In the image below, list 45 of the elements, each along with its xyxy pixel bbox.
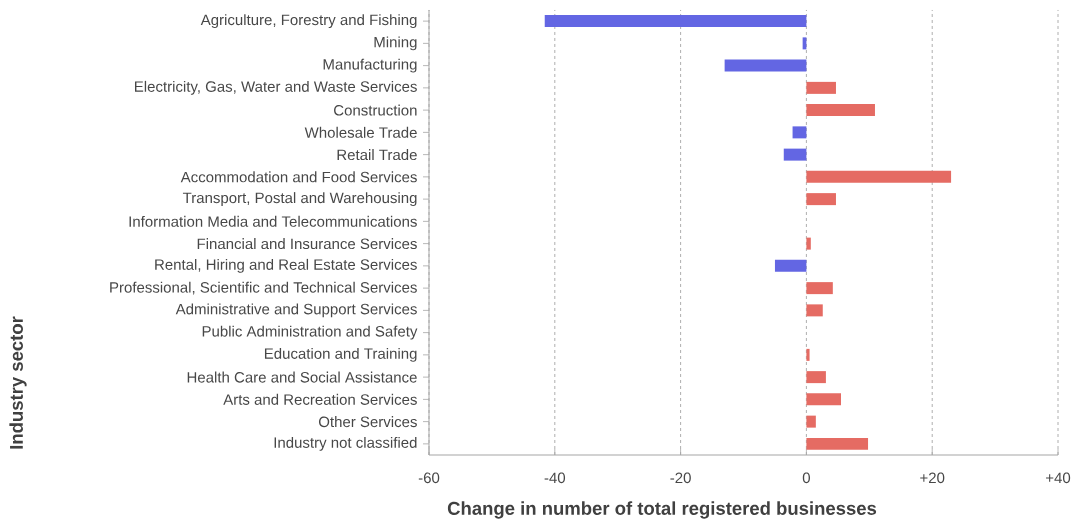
x-tick-label: -20 (670, 472, 691, 484)
bar (806, 304, 823, 317)
y-tick-label: Health Care and Social Assistance (187, 371, 417, 383)
bar (806, 415, 816, 428)
y-tick-label: Wholesale Trade (304, 126, 417, 138)
bar (806, 348, 810, 361)
bar (806, 393, 841, 406)
y-tick-label: Agriculture, Forestry and Fishing (200, 14, 417, 29)
bar (806, 193, 836, 206)
x-tick-label: -40 (544, 472, 566, 484)
y-tick-label: Professional, Scientific and Technical Services (110, 281, 417, 295)
x-tick-label: 0 (802, 472, 810, 484)
bar (806, 282, 833, 295)
y-tick-label: Public Administration and Safety (202, 325, 418, 340)
x-axis-title: Change in number of total registered businesses (447, 501, 877, 519)
x-tick-label: -60 (418, 472, 440, 484)
bar (806, 237, 811, 250)
y-tick-label: Manufacturing (323, 58, 417, 73)
y-axis-title: Industry sector (9, 316, 27, 449)
x-tick-label: +40 (1046, 472, 1071, 484)
bar (806, 371, 826, 384)
x-tick-label: +20 (920, 472, 945, 484)
bar (774, 259, 807, 272)
bar (806, 81, 836, 94)
bar (806, 170, 952, 183)
y-tick-label: Other Services (318, 416, 417, 428)
bar (724, 59, 807, 72)
bar (783, 148, 807, 161)
bar (792, 126, 807, 139)
y-tick-label: Transport, Postal and Warehousing (182, 192, 417, 207)
y-tick-label: Information Media and Telecommunications (129, 215, 417, 227)
y-tick-label: Rental, Hiring and Real Estate Services (155, 258, 417, 273)
y-tick-label: Construction (334, 104, 417, 116)
y-tick-label: Education and Training (264, 347, 417, 362)
y-tick-label: Mining (374, 36, 417, 51)
y-tick-label: Arts and Recreation Services (223, 393, 417, 405)
y-tick-label: Financial and Insurance Services (197, 238, 417, 250)
y-tick-label: Industry not classified (274, 436, 417, 451)
y-tick-label: Administrative and Support Services (175, 303, 417, 318)
bar (806, 437, 869, 450)
y-tick-label: Retail Trade (337, 149, 417, 161)
bar (806, 104, 875, 117)
bar (544, 15, 807, 28)
y-tick-label: Accommodation and Food Services (180, 171, 417, 183)
y-tick-label: Electricity, Gas, Water and Waste Services (135, 80, 417, 95)
